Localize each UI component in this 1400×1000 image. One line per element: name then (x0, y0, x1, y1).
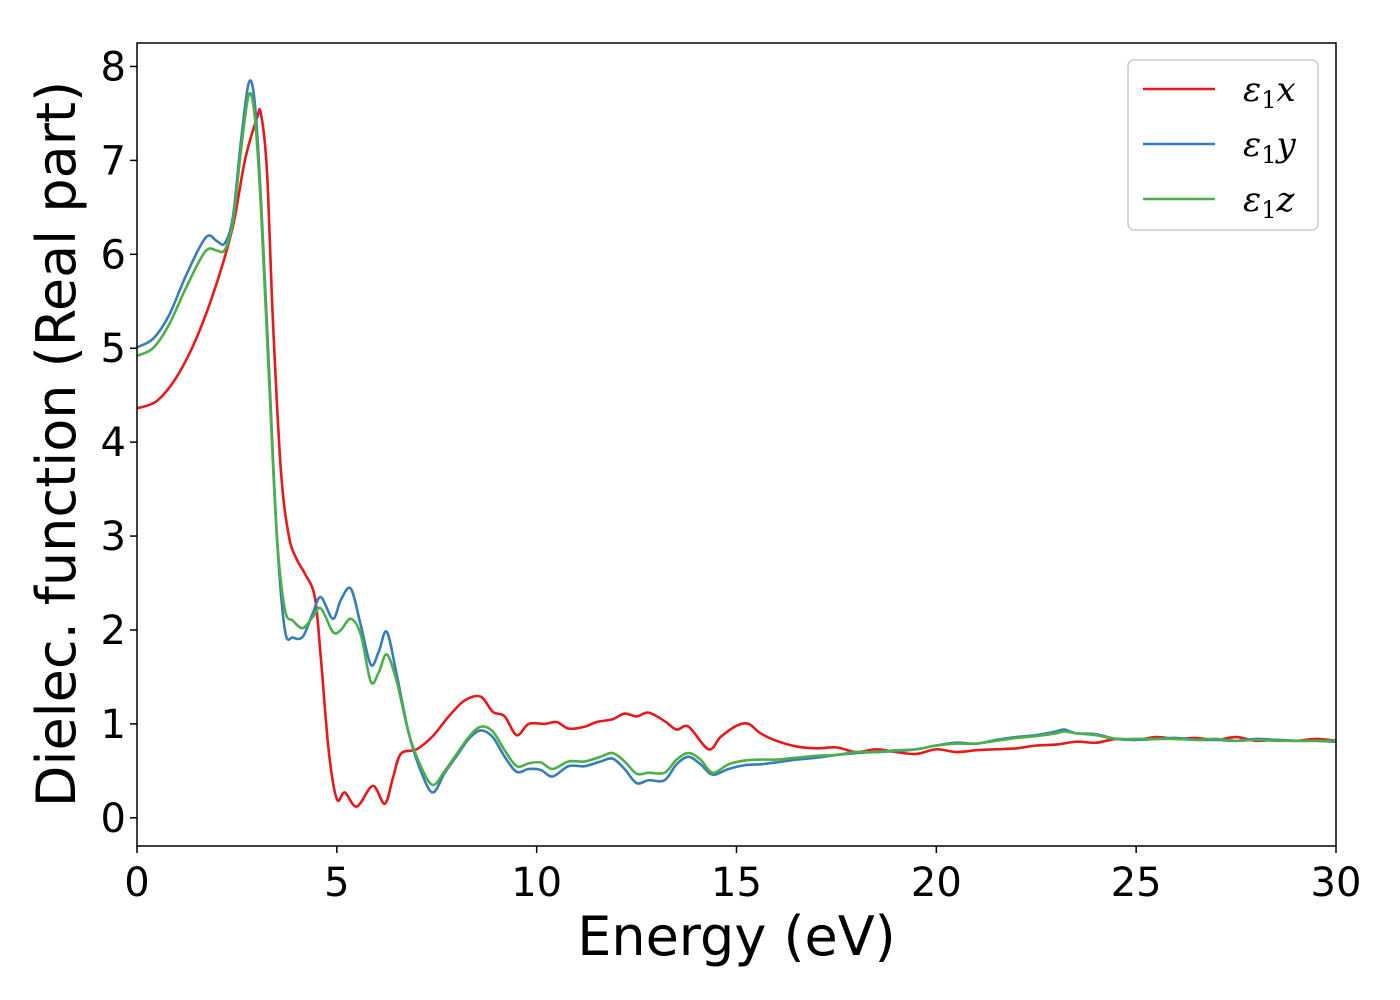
y-tick-label: 0 (101, 796, 126, 842)
y-tick-label: 5 (101, 326, 126, 372)
y-tick-label: 1 (101, 702, 126, 748)
y-tick-label: 3 (101, 514, 126, 560)
series-layer (137, 79, 1336, 808)
series-line-z (137, 92, 1336, 787)
x-tick-label: 5 (324, 860, 349, 906)
series-line-x (137, 107, 1336, 808)
legend-label-y: ε1y (1243, 125, 1297, 169)
x-tick-label: 30 (1311, 860, 1362, 906)
x-tick-label: 10 (511, 860, 562, 906)
y-tick-label: 6 (101, 232, 126, 278)
x-tick-label: 0 (124, 860, 149, 906)
x-axis-label: Energy (eV) (577, 905, 896, 968)
ticks-layer: 0 5 10 15 20 25 30 0 1 2 3 4 5 6 7 8 (101, 44, 1362, 906)
x-tick-label: 25 (1111, 860, 1162, 906)
legend-label-x: ε1x (1243, 70, 1296, 114)
y-tick-label: 8 (101, 44, 126, 90)
legend-label-z: ε1z (1243, 180, 1296, 224)
legend-box (1127, 59, 1319, 231)
x-tick-label: 20 (911, 860, 962, 906)
y-tick-label: 4 (101, 420, 126, 466)
y-axis-label: Dielec. function (Real part) (25, 81, 88, 807)
y-tick-label: 2 (101, 608, 126, 654)
x-tick-label: 15 (711, 860, 762, 906)
legend: ε1x ε1y ε1z (1127, 59, 1319, 231)
y-tick-label: 7 (101, 138, 126, 184)
